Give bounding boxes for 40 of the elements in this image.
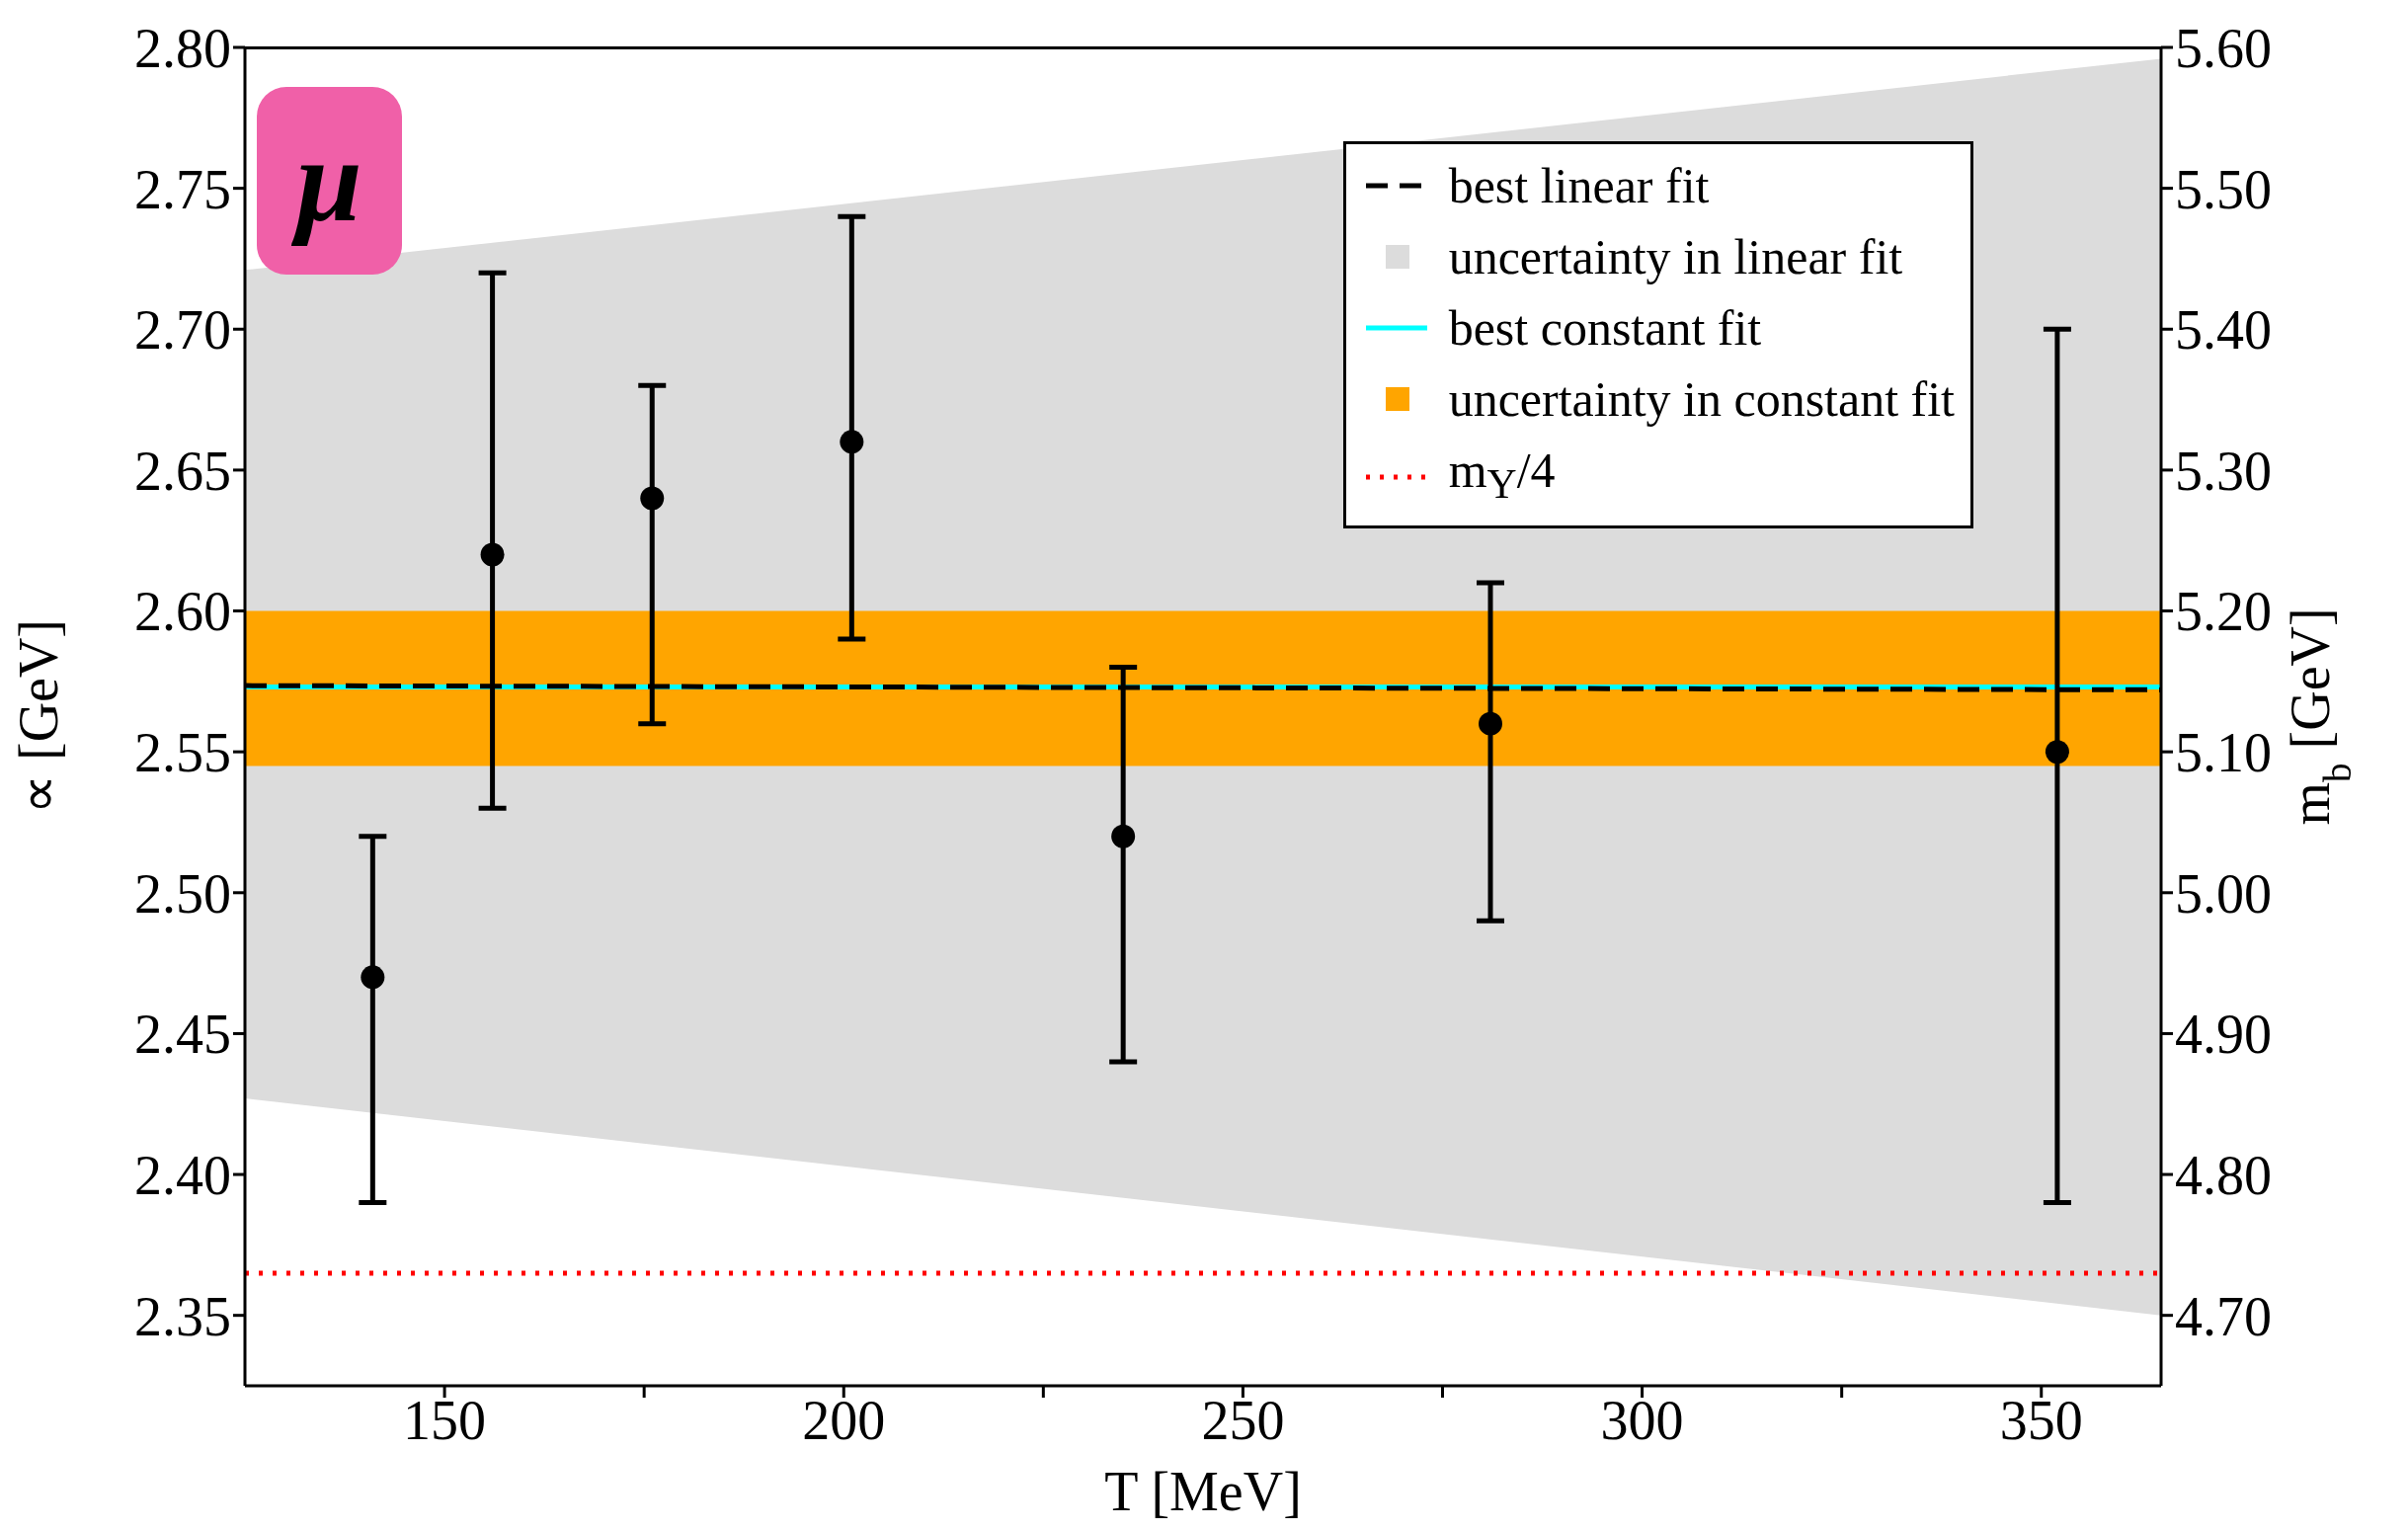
y2-tick-label: 5.20 [2175, 581, 2272, 643]
legend-label: best constant fit [1448, 299, 1762, 358]
y2-tick-label: 5.00 [2175, 862, 2272, 925]
legend-label: best linear fit [1448, 157, 1710, 215]
y-axis-title: ∝ [GeV] [8, 618, 69, 815]
y2-tick-label: 5.30 [2175, 440, 2272, 502]
y-tick-label: 2.60 [134, 581, 231, 643]
y-tick-label: 2.35 [134, 1285, 231, 1347]
y2-tick-label: 5.60 [2175, 17, 2272, 79]
y2-tick-label: 5.10 [2175, 722, 2272, 784]
point [1479, 711, 1502, 736]
annotation: μ [257, 87, 402, 275]
x-tick-label: 250 [1201, 1389, 1285, 1451]
x-tick-label: 300 [1600, 1389, 1684, 1451]
point [2045, 740, 2069, 765]
x-tick-label: 150 [403, 1389, 487, 1451]
y-tick-label: 2.80 [134, 17, 231, 79]
y-tick-label: 2.45 [134, 1004, 231, 1066]
y2-tick-label: 5.50 [2175, 158, 2272, 220]
y2-tick-label: 4.80 [2175, 1144, 2272, 1206]
point [361, 965, 385, 990]
point [480, 542, 505, 567]
annotation: uncertainty in linear fit [1448, 228, 1903, 286]
y2-tick-label: 5.40 [2175, 299, 2272, 362]
x-tick-label: 200 [802, 1389, 886, 1451]
point [840, 430, 864, 454]
y-tick-label: 2.40 [134, 1144, 231, 1206]
y-tick-label: 2.65 [134, 440, 231, 502]
y-tick-label: 2.75 [134, 158, 231, 220]
legend-label: uncertainty in constant fit [1448, 370, 1955, 429]
point [1111, 824, 1136, 848]
y-tick-label: 2.50 [134, 862, 231, 925]
y-tick-label: 2.55 [134, 722, 231, 784]
y2-tick-label: 4.90 [2175, 1004, 2272, 1066]
x-axis-title: T [MeV] [1104, 1461, 1302, 1522]
y-tick-label: 2.70 [134, 299, 231, 362]
legend-label: m$_{Υ}$/4 [1448, 442, 1556, 509]
y2-tick-label: 4.70 [2175, 1285, 2272, 1347]
point [640, 486, 665, 511]
x-tick-label: 350 [1999, 1389, 2083, 1451]
